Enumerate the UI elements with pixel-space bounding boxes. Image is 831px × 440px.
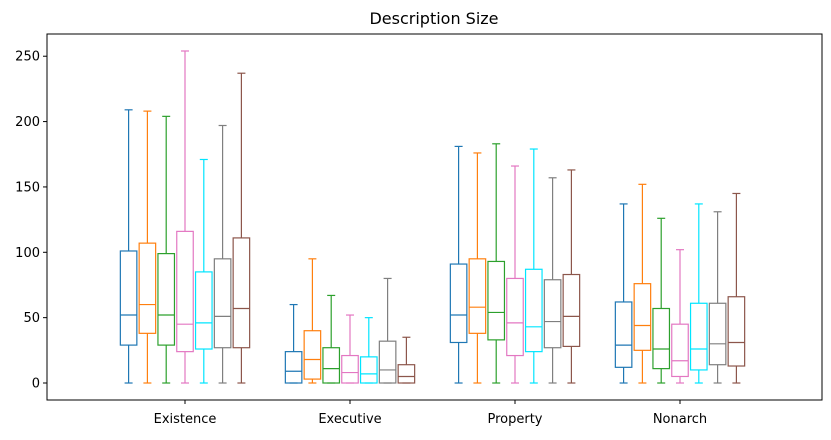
y-tick-label: 200 (15, 115, 40, 130)
x-tick-label: Executive (318, 412, 381, 427)
box-body (543, 279, 562, 349)
box-body (341, 354, 359, 384)
box-body (449, 263, 468, 344)
box-property-6 (543, 177, 562, 384)
plot-area-frame (46, 33, 823, 401)
x-tick-label: Existence (154, 412, 217, 427)
box-body (138, 242, 157, 334)
box-property-3 (487, 143, 506, 384)
box-nonarch-4 (671, 249, 689, 384)
box-executive-7 (397, 336, 416, 384)
box-nonarch-5 (689, 203, 708, 384)
y-tick-label: 250 (15, 50, 40, 65)
x-axis: Existence Executive Property Nonarch (154, 400, 707, 427)
box-body (176, 230, 194, 353)
box-existence-2 (138, 110, 157, 384)
box-executive-4 (341, 314, 359, 384)
box-nonarch-2 (633, 183, 652, 384)
box-body (322, 347, 341, 384)
box-body (689, 302, 708, 371)
y-tick-label: 100 (15, 246, 40, 261)
box-nonarch-3 (652, 217, 671, 384)
box-nonarch-7 (727, 192, 746, 384)
box-body (524, 268, 543, 353)
box-body (119, 250, 138, 346)
box-existence-1 (119, 109, 138, 384)
box-body (652, 307, 671, 370)
box-body (633, 283, 652, 351)
chart-title: Description Size (369, 9, 498, 28)
box-executive-1 (284, 303, 303, 384)
box-body (671, 323, 689, 378)
box-body (359, 356, 378, 384)
box-body (487, 260, 506, 341)
box-body (303, 330, 322, 380)
box-body (378, 340, 397, 384)
box-body (727, 296, 746, 367)
box-property-2 (468, 152, 487, 384)
box-property-7 (562, 169, 581, 384)
y-tick-label: 0 (32, 377, 40, 392)
box-existence-4 (176, 50, 194, 384)
box-property-4 (506, 165, 524, 384)
y-axis: 0 50 100 150 200 250 (15, 50, 47, 392)
box-body (562, 273, 581, 348)
box-existence-5 (194, 158, 213, 384)
box-body (614, 301, 633, 368)
box-existence-3 (157, 115, 176, 384)
box-body (213, 258, 232, 349)
x-tick-label: Property (487, 412, 542, 427)
box-nonarch-6 (708, 211, 727, 384)
box-existence-6 (213, 124, 232, 384)
y-tick-label: 150 (15, 180, 40, 195)
y-tick-label: 50 (23, 311, 40, 326)
x-tick-label: Nonarch (653, 412, 707, 427)
box-executive-6 (378, 277, 397, 384)
box-existence-7 (232, 72, 251, 384)
box-property-5 (524, 148, 543, 384)
box-body (506, 277, 524, 357)
box-body (157, 253, 176, 346)
box-executive-5 (359, 317, 378, 384)
box-executive-3 (322, 294, 341, 384)
box-plot-series (119, 50, 746, 384)
box-executive-2 (303, 258, 322, 384)
box-body (708, 302, 727, 366)
box-body (232, 237, 251, 349)
box-body (397, 364, 416, 384)
box-nonarch-1 (614, 203, 633, 384)
box-body (468, 258, 487, 334)
box-body (194, 271, 213, 350)
box-body (284, 351, 303, 384)
box-property-1 (449, 145, 468, 384)
